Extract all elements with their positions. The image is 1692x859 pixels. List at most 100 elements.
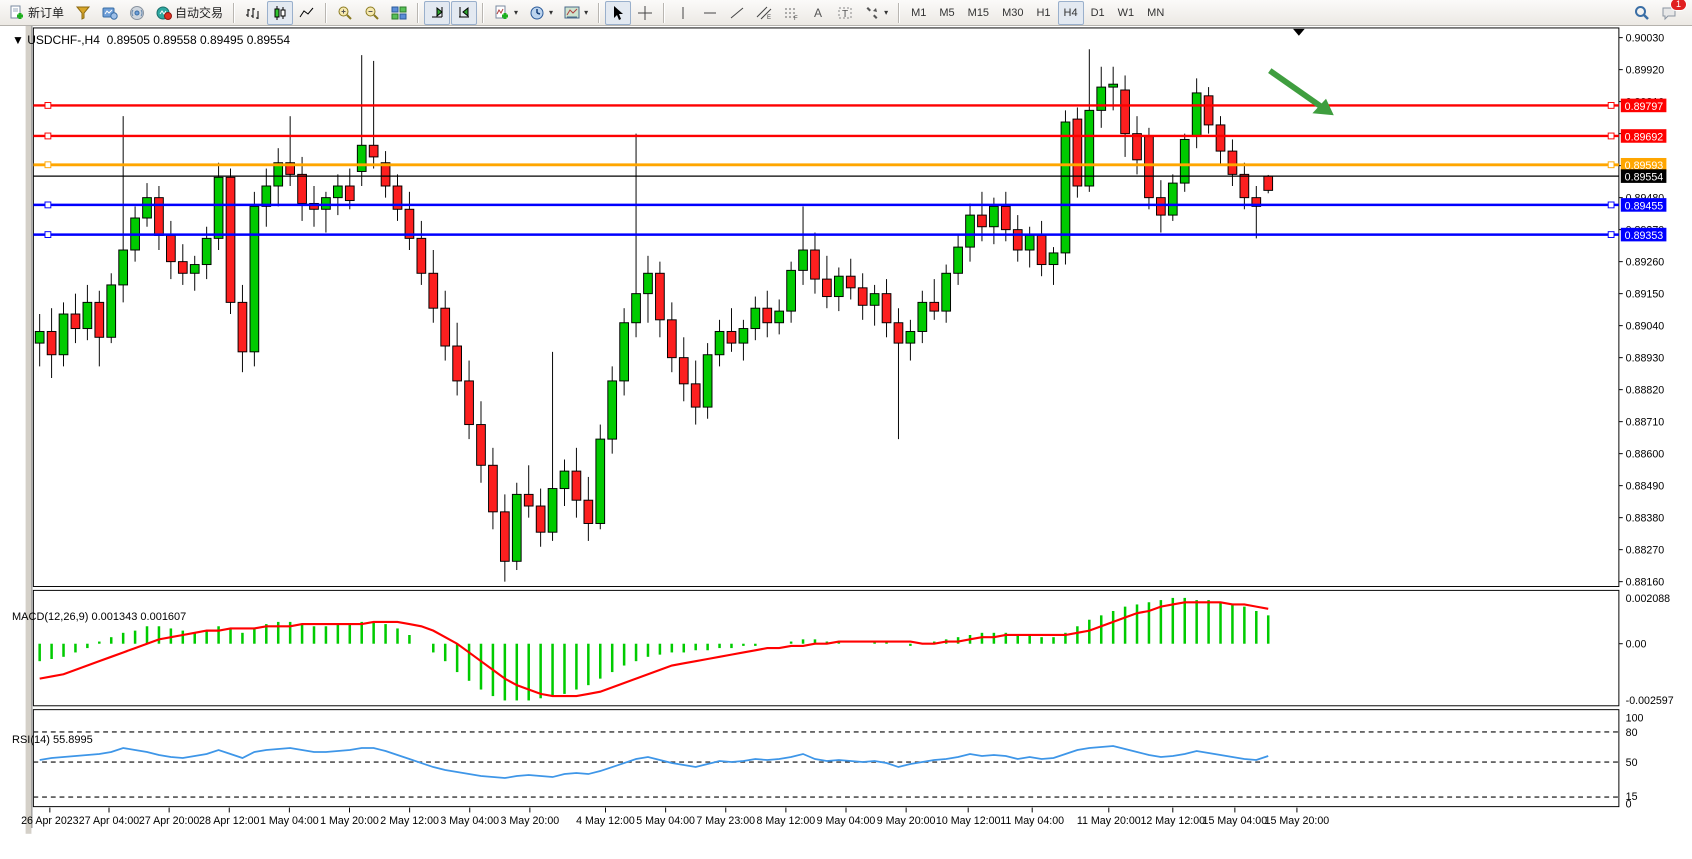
- notifications-button[interactable]: 1: [1656, 0, 1687, 25]
- toolbar-separator: [482, 2, 485, 23]
- timeframe-m30-button[interactable]: M30: [1002, 6, 1024, 19]
- line-handle[interactable]: [44, 201, 52, 209]
- arrows-icon: [864, 5, 880, 21]
- candle: [1203, 87, 1214, 134]
- candle: [118, 116, 129, 303]
- candle: [177, 244, 188, 285]
- timeframe-h1-button[interactable]: H1: [1036, 6, 1051, 19]
- candle: [1215, 116, 1226, 166]
- line-handle[interactable]: [1607, 132, 1615, 140]
- candle: [893, 308, 904, 440]
- line-chart-button[interactable]: [294, 1, 320, 25]
- candle: [1227, 139, 1238, 187]
- fibonacci-button[interactable]: F: [778, 1, 804, 25]
- trendline-button[interactable]: [724, 1, 750, 25]
- candle: [559, 459, 570, 507]
- timeframe-m15-button[interactable]: M15: [967, 6, 990, 19]
- candle: [869, 284, 880, 326]
- candle: [1263, 174, 1274, 194]
- bar-chart-button[interactable]: [240, 1, 266, 25]
- candle: [643, 255, 653, 323]
- zoom-out-icon: [364, 5, 380, 21]
- candle: [965, 203, 975, 262]
- candle: [34, 314, 45, 367]
- new-order-button[interactable]: 新订单: [4, 1, 69, 25]
- candle: [1012, 215, 1023, 262]
- indicators-button[interactable]: ▾: [489, 1, 523, 25]
- timeframe-h4-button[interactable]: H4: [1057, 0, 1084, 25]
- annotation-arrow-head[interactable]: [1312, 98, 1334, 116]
- cursor-button[interactable]: [605, 0, 632, 25]
- cursor-icon: [610, 5, 626, 21]
- vertical-line-icon: [675, 5, 691, 21]
- arrows-button[interactable]: ▾: [859, 1, 893, 25]
- templates-button[interactable]: ▾: [559, 1, 593, 25]
- price-tick-label: 0.88930: [1626, 353, 1665, 365]
- candlestick-chart-icon: [272, 5, 288, 21]
- vertical-line-button[interactable]: [670, 1, 696, 25]
- navigator-button[interactable]: [124, 1, 150, 25]
- timeframe-m1-button[interactable]: M1: [911, 6, 927, 19]
- dropdown-arrow: ▾: [549, 8, 554, 17]
- line-handle[interactable]: [44, 231, 52, 238]
- candlestick-chart-button[interactable]: [267, 0, 294, 25]
- candle: [368, 60, 379, 169]
- channel-icon: E: [756, 5, 772, 21]
- line-handle[interactable]: [44, 102, 52, 109]
- candle: [881, 279, 892, 338]
- text-label-button[interactable]: T: [832, 1, 858, 25]
- candle: [953, 235, 963, 285]
- candle: [380, 151, 391, 198]
- navigator-icon: [129, 5, 145, 21]
- zoom-out-button[interactable]: [359, 1, 385, 25]
- candle: [1156, 180, 1166, 233]
- text-button[interactable]: A: [805, 1, 831, 25]
- timeframe-d1-button[interactable]: D1: [1090, 6, 1105, 19]
- tile-windows-button[interactable]: [386, 1, 412, 25]
- auto-trading-button[interactable]: 自动交易: [151, 1, 228, 25]
- candle: [857, 273, 868, 320]
- macd-axis-label: 0.002088: [1626, 593, 1671, 605]
- timeframe-mn-button[interactable]: MN: [1147, 6, 1165, 19]
- new-order-label: 新订单: [28, 6, 65, 20]
- line-handle[interactable]: [1607, 201, 1615, 209]
- candle: [333, 174, 343, 216]
- candle: [726, 308, 737, 352]
- templates-icon: [564, 5, 580, 21]
- market-watch-button[interactable]: [70, 1, 96, 25]
- candle: [392, 174, 403, 221]
- line-handle[interactable]: [1607, 102, 1615, 109]
- price-tick-label: 0.88710: [1626, 417, 1665, 429]
- timeframe-w1-button[interactable]: W1: [1117, 6, 1135, 19]
- candle: [929, 279, 940, 320]
- chart-canvas[interactable]: 0.900300.899200.898100.897000.895900.894…: [0, 26, 1692, 859]
- hline-price-label: 0.89455: [1625, 200, 1664, 212]
- time-axis-label: 5 May 04:00: [636, 815, 695, 827]
- line-handle[interactable]: [44, 132, 52, 140]
- chart-shift-button[interactable]: [451, 0, 478, 25]
- horizontal-line-button[interactable]: [697, 1, 723, 25]
- timeframe-m5-button[interactable]: M5: [939, 6, 955, 19]
- channel-button[interactable]: E: [751, 1, 777, 25]
- line-handle[interactable]: [44, 161, 52, 169]
- text-label-icon: T: [837, 5, 853, 21]
- macd-signal-line: [39, 601, 1269, 698]
- time-axis-label: 11 May 20:00: [1077, 815, 1141, 827]
- crosshair-button[interactable]: [632, 1, 658, 25]
- hline-price-label-box: [1620, 227, 1667, 242]
- time-axis-label: 26 Apr 2023: [21, 815, 79, 827]
- hline-price-label-box: [1620, 129, 1667, 143]
- search-button[interactable]: [1629, 1, 1655, 25]
- rsi-axis-label: 15: [1626, 791, 1638, 803]
- data-window-button[interactable]: [97, 1, 123, 25]
- zoom-in-button[interactable]: [332, 1, 358, 25]
- annotation-arrow[interactable]: [1268, 68, 1330, 114]
- periods-button[interactable]: ▾: [524, 1, 558, 25]
- price-tick-label: 0.89150: [1626, 289, 1665, 301]
- line-handle[interactable]: [1607, 161, 1615, 169]
- candle: [535, 488, 546, 547]
- auto-scroll-button[interactable]: [424, 0, 451, 25]
- candle: [416, 220, 427, 285]
- line-handle[interactable]: [1607, 231, 1615, 238]
- periods-icon: [529, 5, 545, 21]
